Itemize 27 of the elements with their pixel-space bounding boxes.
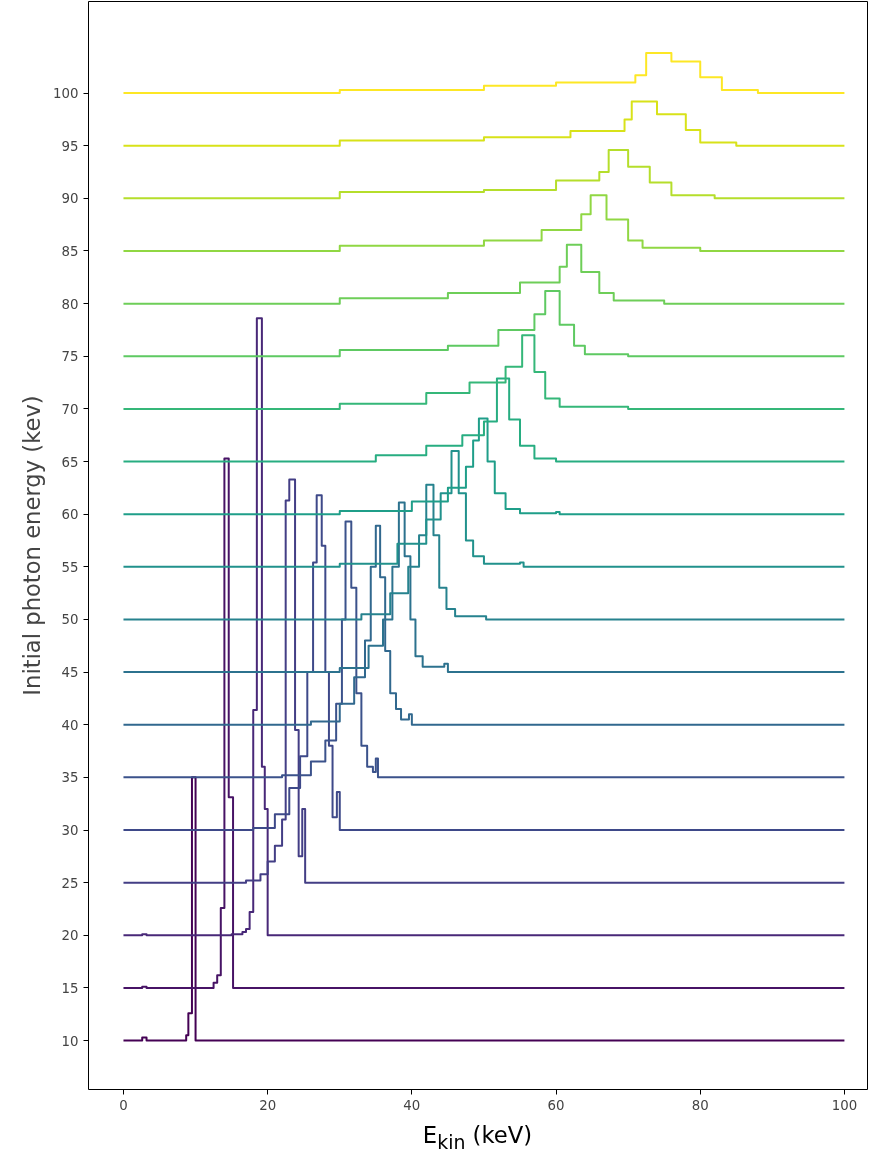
y-axis-title: Initial photon energy (kev) — [19, 395, 46, 696]
y-tick-label: 80 — [61, 296, 79, 312]
y-tick-label: 90 — [61, 191, 79, 207]
y-tick-label: 85 — [61, 244, 79, 259]
x-tick-label: 60 — [547, 1097, 565, 1113]
y-tick-label: 70 — [61, 401, 79, 417]
y-tick-label: 55 — [61, 559, 79, 575]
x-tick-label: 20 — [259, 1097, 277, 1113]
y-tick-label: 60 — [61, 507, 79, 523]
y-tick-label: 20 — [61, 928, 79, 944]
y-tick-label: 25 — [61, 875, 79, 891]
y-tick-label: 75 — [61, 349, 79, 365]
x-tick-label: 100 — [831, 1097, 858, 1113]
y-tick-label: 35 — [61, 770, 79, 786]
x-tick-label: 80 — [691, 1097, 709, 1113]
y-tick-label: 30 — [61, 823, 79, 838]
y-tick-label: 100 — [53, 86, 79, 102]
x-tick-label: 0 — [119, 1097, 128, 1113]
y-tick-label: 15 — [61, 980, 79, 996]
x-axis-title: E$_{kin}$ (keV) — [422, 1121, 533, 1155]
x-tick-label: 40 — [403, 1097, 421, 1113]
y-tick-label: 50 — [61, 612, 79, 628]
y-tick-label: 40 — [61, 717, 79, 733]
y-tick-label: 10 — [61, 1033, 79, 1049]
y-tick-label: 45 — [61, 665, 79, 681]
y-tick-label: 65 — [61, 454, 79, 470]
y-tick-label: 95 — [61, 138, 79, 154]
